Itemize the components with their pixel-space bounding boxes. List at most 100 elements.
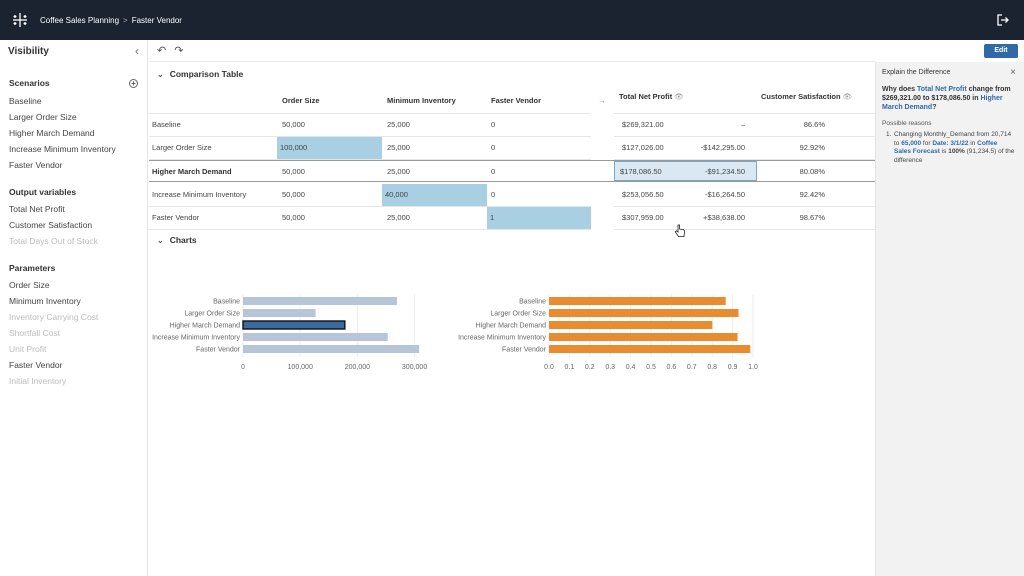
cell-profit-delta: -$16,264.50 xyxy=(704,190,745,199)
logout-icon[interactable] xyxy=(996,13,1010,27)
tableau-logo-icon[interactable] xyxy=(0,0,40,40)
cell-order-size[interactable]: 50,000 xyxy=(282,120,305,129)
column-header-customer-satisfaction: Customer Satisfaction 👁︎ xyxy=(758,86,852,108)
toolbar: ↶ ↷ xyxy=(149,40,875,62)
cell-minimum-inventory[interactable]: 25,000 xyxy=(387,143,410,152)
x-tick-label: 0.4 xyxy=(626,364,636,371)
x-tick-label: 0.6 xyxy=(667,364,677,371)
cell-minimum-inventory[interactable]: 40,000 xyxy=(382,184,487,206)
add-scenario-icon[interactable]: + xyxy=(129,78,138,88)
breadcrumb-separator: > xyxy=(123,15,128,25)
x-tick-label: 0.1 xyxy=(565,364,575,371)
cell-profit-delta: -$142,295.00 xyxy=(700,143,745,152)
scenarios-section-title: Scenarios + xyxy=(0,76,147,90)
scenario-item-baseline[interactable]: Baseline xyxy=(9,96,42,106)
charts-header[interactable]: ⌄ Charts xyxy=(149,231,197,249)
cell-faster-vendor[interactable]: 0 xyxy=(491,143,496,152)
possible-reasons-label: Possible reasons xyxy=(882,120,932,127)
parameter-item-initial-inventory[interactable]: Initial Inventory xyxy=(9,376,67,386)
cell-faster-vendor[interactable]: 0 xyxy=(491,120,496,129)
row-label: Higher March Demand xyxy=(152,167,232,176)
comparison-table-title: Comparison Table xyxy=(169,69,244,79)
y-category-label: Higher March Demand xyxy=(476,323,547,330)
x-tick-label: 0.7 xyxy=(687,364,697,371)
cell-total-net-profit: $269,321.00 xyxy=(622,120,664,129)
cell-minimum-inventory[interactable]: 25,000 xyxy=(387,120,410,129)
cell-total-net-profit: $307,959.00 xyxy=(622,213,664,222)
bar xyxy=(243,345,420,353)
cell-order-size[interactable]: 100,000 xyxy=(277,137,382,159)
table-row-selected[interactable]: Higher March Demand 50,000 25,000 0 $178… xyxy=(149,160,875,182)
reason-item: 1. Changing Monthly_Demand from 20,714 t… xyxy=(886,131,1015,164)
parameter-item-minimum-inventory[interactable]: Minimum Inventory xyxy=(9,296,81,306)
output-item-total-net-profit[interactable]: Total Net Profit xyxy=(9,204,65,214)
cell-total-net-profit: $253,056.50 xyxy=(622,190,664,199)
metric-link[interactable]: Total Net Profit xyxy=(917,86,967,93)
collapse-sidebar-icon[interactable]: ‹ xyxy=(135,44,139,58)
y-category-label: Baseline xyxy=(213,299,240,306)
eye-icon[interactable]: 👁︎ xyxy=(674,92,684,101)
customer-satisfaction-header-label: Customer Satisfaction xyxy=(761,92,841,101)
explain-header: Explain the Difference × xyxy=(876,62,1024,78)
cell-customer-satisfaction: 80.08% xyxy=(799,167,825,176)
y-category-label: Faster Vendor xyxy=(196,347,241,354)
cell-minimum-inventory[interactable]: 25,000 xyxy=(387,213,410,222)
table-row[interactable]: Increase Minimum Inventory 50,000 40,000… xyxy=(149,184,875,206)
redo-icon[interactable]: ↷ xyxy=(174,45,184,57)
parameter-item-inventory-carrying-cost[interactable]: Inventory Carrying Cost xyxy=(9,312,99,322)
x-tick-label: 0.5 xyxy=(646,364,656,371)
y-category-label: Baseline xyxy=(519,299,546,306)
row-label: Faster Vendor xyxy=(152,213,200,222)
x-tick-label: 0.9 xyxy=(728,364,738,371)
hand-cursor-icon xyxy=(674,224,686,243)
comparison-table-header[interactable]: ⌄ Comparison Table xyxy=(149,65,875,83)
bar xyxy=(243,297,398,305)
x-tick-label: 0.0 xyxy=(544,364,554,371)
table-row[interactable]: Baseline 50,000 25,000 0 $269,321.00 – 8… xyxy=(149,114,875,136)
x-tick-label: 300,000 xyxy=(402,364,427,371)
sidebar-title: Visibility xyxy=(8,45,49,57)
edit-button[interactable]: Edit xyxy=(984,44,1018,58)
scenario-item-faster-vendor[interactable]: Faster Vendor xyxy=(9,160,63,170)
undo-icon[interactable]: ↶ xyxy=(157,45,167,57)
cell-order-size[interactable]: 50,000 xyxy=(282,213,305,222)
chevron-down-icon: ⌄ xyxy=(157,235,164,245)
cell-order-size[interactable]: 50,000 xyxy=(282,190,305,199)
column-header-order-size: Order Size xyxy=(282,96,320,105)
bar xyxy=(549,309,739,317)
cell-faster-vendor[interactable]: 1 xyxy=(487,207,591,229)
cell-order-size[interactable]: 50,000 xyxy=(282,167,305,176)
output-item-customer-satisfaction[interactable]: Customer Satisfaction xyxy=(9,220,93,230)
selected-delta-cell[interactable]: $178,086.50 xyxy=(614,161,757,181)
parameter-item-unit-profit[interactable]: Unit Profit xyxy=(9,344,47,354)
charts-title: Charts xyxy=(169,235,197,245)
cell-customer-satisfaction: 98.67% xyxy=(799,213,825,222)
y-category-label: Higher March Demand xyxy=(170,323,241,330)
table-row[interactable]: Larger Order Size 100,000 25,000 0 $127,… xyxy=(149,137,875,159)
output-item-total-days-out-of-stock[interactable]: Total Days Out of Stock xyxy=(9,236,98,246)
scenario-item-increase-minimum-inventory[interactable]: Increase Minimum Inventory xyxy=(9,144,116,154)
scenario-item-larger-order-size[interactable]: Larger Order Size xyxy=(9,112,77,122)
parameters-title: Parameters xyxy=(9,263,56,273)
row-label: Baseline xyxy=(152,120,181,129)
parameter-item-shortfall-cost[interactable]: Shortfall Cost xyxy=(9,328,61,338)
arrow-right-icon: → xyxy=(598,96,606,105)
close-icon[interactable]: × xyxy=(1010,67,1016,78)
cell-minimum-inventory[interactable]: 25,000 xyxy=(387,167,410,176)
eye-icon[interactable]: 👁︎ xyxy=(842,92,853,101)
bar xyxy=(242,320,346,330)
satisfaction-chart: 0.0 0.1 0.2 0.3 0.4 0.5 0.6 0.7 0.8 0.9 1.0 Baselin… xyxy=(458,294,758,371)
bar xyxy=(243,309,316,317)
cell-faster-vendor[interactable]: 0 xyxy=(491,190,496,199)
breadcrumb-workbook[interactable]: Coffee Sales Planning xyxy=(40,15,120,25)
scenario-item-higher-march-demand[interactable]: Higher March Demand xyxy=(9,128,95,138)
parameter-item-order-size[interactable]: Order Size xyxy=(9,280,50,290)
breadcrumb: Coffee Sales Planning > Faster Vendor xyxy=(40,16,182,25)
cell-faster-vendor[interactable]: 0 xyxy=(491,167,496,176)
profit-chart: 0 100,000 200,000 300,000 Baseline Larger Ord… xyxy=(152,294,427,371)
charts-area: 0 100,000 200,000 300,000 Baseline Larger Ord… xyxy=(152,294,758,371)
x-tick-label: 0.8 xyxy=(707,364,717,371)
scenario-link[interactable]: Higher March Demand xyxy=(882,95,1003,111)
table-row[interactable]: Faster Vendor 50,000 25,000 1 $307,959.0… xyxy=(149,207,875,229)
parameter-item-faster-vendor[interactable]: Faster Vendor xyxy=(9,360,63,370)
